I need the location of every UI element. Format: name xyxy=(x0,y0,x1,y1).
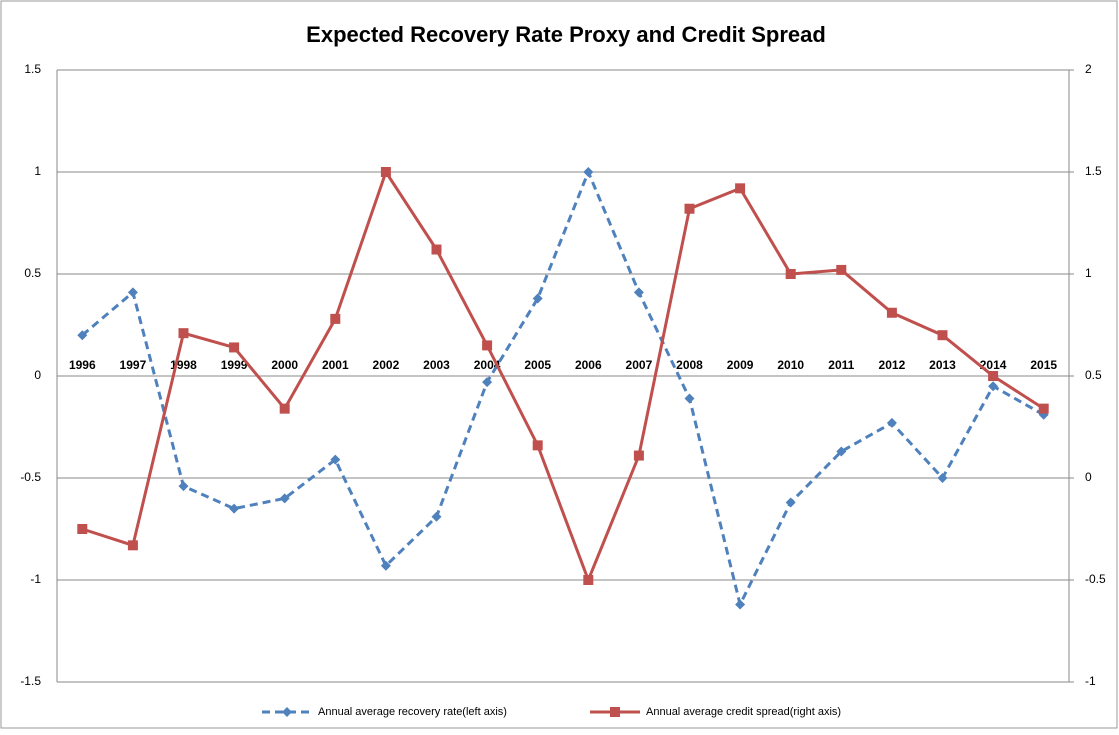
point xyxy=(330,454,341,465)
point xyxy=(886,307,897,318)
y-tick-label: 1.5 xyxy=(24,62,41,76)
point xyxy=(937,330,948,341)
y2-tick-label: -1 xyxy=(1085,674,1096,688)
legend-marker xyxy=(282,707,292,717)
point xyxy=(836,264,847,275)
x-tick-label: 2005 xyxy=(524,358,551,372)
x-tick-label: 1999 xyxy=(221,358,248,372)
y-tick-label: 0 xyxy=(34,368,41,382)
point xyxy=(886,417,897,428)
y-tick-label: 1 xyxy=(34,164,41,178)
point xyxy=(532,293,543,304)
point xyxy=(229,503,240,514)
point xyxy=(785,497,796,508)
point xyxy=(127,287,138,298)
legend-label: Annual average recovery rate(left axis) xyxy=(318,706,507,718)
point xyxy=(482,377,493,388)
x-tick-label: 2015 xyxy=(1030,358,1057,372)
x-tick-label: 2000 xyxy=(271,358,298,372)
point xyxy=(178,481,189,492)
y2-tick-label: 2 xyxy=(1085,62,1092,76)
x-tick-label: 1996 xyxy=(69,358,96,372)
y-tick-label: -1.5 xyxy=(20,674,41,688)
point xyxy=(380,167,391,177)
y-tick-label: -1 xyxy=(30,572,41,586)
x-tick-label: 2003 xyxy=(423,358,450,372)
point xyxy=(279,403,290,414)
point xyxy=(431,244,442,255)
x-tick-label: 2002 xyxy=(373,358,400,372)
point xyxy=(127,540,138,551)
point xyxy=(583,167,594,177)
legend-marker xyxy=(610,707,620,717)
y2-tick-label: 0.5 xyxy=(1085,368,1102,382)
x-tick-label: 2009 xyxy=(727,358,754,372)
legend-label: Annual average credit spread(right axis) xyxy=(646,706,841,718)
point xyxy=(988,371,999,381)
point xyxy=(735,599,746,610)
point xyxy=(380,560,391,571)
point xyxy=(836,446,847,457)
x-tick-label: 2007 xyxy=(626,358,653,372)
point xyxy=(735,183,746,194)
point xyxy=(77,524,88,534)
x-tick-label: 2011 xyxy=(828,358,854,372)
series-line xyxy=(81,168,1045,609)
point xyxy=(178,328,189,339)
x-tick-label: 1997 xyxy=(120,358,147,372)
y2-tick-label: 1.5 xyxy=(1085,164,1102,178)
x-tick-label: 2012 xyxy=(879,358,906,372)
point xyxy=(633,287,644,298)
point xyxy=(229,342,240,353)
point xyxy=(330,313,341,324)
point xyxy=(583,575,594,585)
y2-tick-label: 0 xyxy=(1085,470,1092,484)
point xyxy=(77,330,88,341)
chart-title: Expected Recovery Rate Proxy and Credit … xyxy=(306,22,826,47)
point xyxy=(684,393,695,404)
point xyxy=(279,493,290,504)
series-line xyxy=(81,168,1045,585)
point xyxy=(633,450,644,461)
point xyxy=(431,511,442,522)
point xyxy=(532,440,543,451)
point xyxy=(785,269,796,279)
point xyxy=(684,203,695,214)
x-tick-label: 2001 xyxy=(322,358,349,372)
x-tick-label: 2010 xyxy=(777,358,804,372)
y-tick-label: 0.5 xyxy=(24,266,41,280)
y2-tick-label: -0.5 xyxy=(1085,572,1106,586)
y2-tick-label: 1 xyxy=(1085,266,1092,280)
point xyxy=(988,381,999,392)
point xyxy=(937,473,948,483)
x-tick-label: 2008 xyxy=(676,358,703,372)
x-tick-label: 2006 xyxy=(575,358,602,372)
x-tick-label: 2014 xyxy=(980,358,1007,372)
point xyxy=(482,340,493,351)
x-tick-label: 2013 xyxy=(929,358,956,372)
point xyxy=(1038,403,1049,414)
y-tick-label: -0.5 xyxy=(20,470,41,484)
